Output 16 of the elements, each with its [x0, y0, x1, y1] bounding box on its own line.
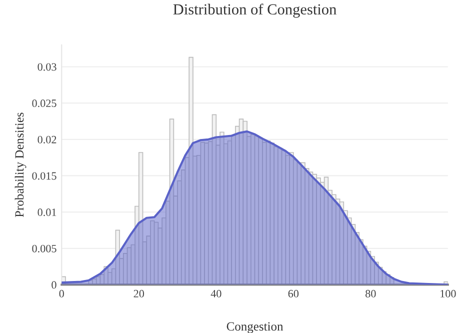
chart-title: Distribution of Congestion [173, 4, 336, 18]
y-tick-label: 0.015 [32, 172, 56, 180]
x-tick-label: 100 [440, 290, 456, 298]
y-axis-title: Probability Densities [14, 112, 26, 218]
x-axis-title: Congestion [226, 322, 284, 333]
y-tick-label: 0.025 [32, 100, 56, 108]
x-tick-label: 0 [59, 290, 64, 298]
y-tick-label: 0.02 [38, 136, 56, 144]
x-tick-label: 80 [366, 290, 376, 298]
x-tick-label: 20 [134, 290, 144, 298]
y-tick-label: 0 [52, 281, 56, 289]
y-tick-label: 0.03 [38, 63, 56, 71]
x-tick-label: 40 [210, 290, 222, 298]
y-tick-label: 0.01 [38, 208, 56, 216]
x-tick-label: 60 [288, 290, 299, 298]
y-tick-label: 0.005 [32, 244, 56, 252]
